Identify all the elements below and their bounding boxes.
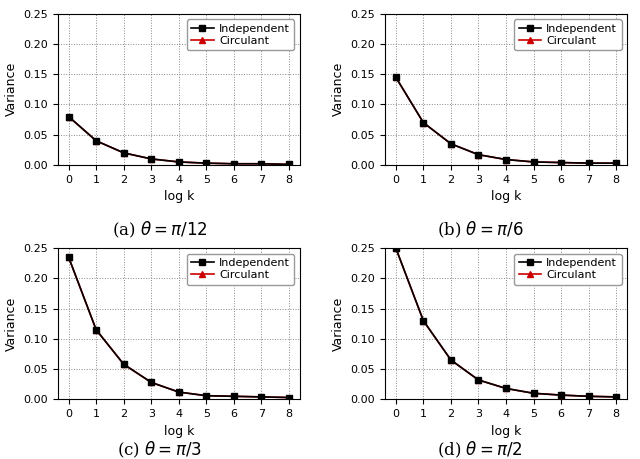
Circulant [612, 394, 620, 400]
Independent [530, 391, 538, 396]
Line: Independent: Independent [393, 74, 619, 166]
Legend: Independent, Circulant: Independent, Circulant [187, 254, 294, 285]
Text: (a) $\theta = \pi/12$: (a) $\theta = \pi/12$ [112, 219, 208, 240]
Circulant [502, 386, 510, 391]
Circulant [447, 141, 455, 146]
Independent [585, 160, 593, 166]
Legend: Independent, Circulant: Independent, Circulant [187, 19, 294, 50]
Independent [475, 152, 483, 157]
X-axis label: log k: log k [491, 425, 521, 437]
Independent [475, 377, 483, 383]
Circulant [230, 393, 237, 399]
Independent [65, 254, 72, 260]
Circulant [475, 377, 483, 383]
Circulant [65, 114, 72, 119]
Independent [392, 74, 399, 80]
Independent [392, 246, 399, 251]
Circulant [420, 120, 428, 125]
Circulant [92, 327, 100, 332]
Independent [92, 327, 100, 332]
Legend: Independent, Circulant: Independent, Circulant [514, 254, 621, 285]
Legend: Independent, Circulant: Independent, Circulant [514, 19, 621, 50]
Circulant [65, 254, 72, 260]
Independent [557, 392, 565, 398]
Circulant [502, 157, 510, 162]
Line: Circulant: Circulant [393, 74, 619, 166]
Circulant [257, 161, 265, 167]
Circulant [120, 150, 127, 156]
Line: Independent: Independent [66, 254, 292, 400]
Line: Circulant: Circulant [66, 254, 292, 400]
Y-axis label: Variance: Variance [332, 297, 345, 351]
Circulant [202, 393, 210, 398]
Independent [612, 394, 620, 400]
Circulant [392, 74, 399, 80]
X-axis label: log k: log k [164, 190, 194, 203]
Independent [147, 380, 155, 385]
Independent [257, 394, 265, 400]
Independent [257, 161, 265, 167]
Circulant [285, 162, 293, 167]
Independent [202, 393, 210, 398]
Independent [230, 393, 237, 399]
Y-axis label: Variance: Variance [332, 62, 345, 117]
Independent [612, 160, 620, 166]
Independent [502, 386, 510, 391]
Independent [175, 389, 182, 395]
Circulant [475, 152, 483, 157]
X-axis label: log k: log k [491, 190, 521, 203]
Independent [420, 318, 428, 324]
Circulant [230, 161, 237, 167]
Circulant [392, 246, 399, 251]
Independent [120, 362, 127, 367]
Circulant [557, 160, 565, 165]
Independent [65, 114, 72, 119]
X-axis label: log k: log k [164, 425, 194, 437]
Independent [285, 162, 293, 167]
Circulant [585, 160, 593, 166]
Independent [447, 357, 455, 363]
Independent [502, 157, 510, 162]
Circulant [285, 395, 293, 400]
Independent [175, 159, 182, 165]
Independent [420, 120, 428, 125]
Independent [557, 160, 565, 165]
Y-axis label: Variance: Variance [4, 297, 17, 351]
Line: Circulant: Circulant [393, 246, 619, 400]
Circulant [420, 318, 428, 324]
Independent [92, 138, 100, 144]
Circulant [530, 391, 538, 396]
Line: Independent: Independent [393, 246, 619, 400]
Y-axis label: Variance: Variance [4, 62, 17, 117]
Text: (b) $\theta = \pi/6$: (b) $\theta = \pi/6$ [436, 219, 524, 240]
Circulant [612, 160, 620, 166]
Independent [447, 141, 455, 146]
Circulant [257, 394, 265, 400]
Circulant [202, 160, 210, 166]
Independent [530, 159, 538, 165]
Circulant [530, 159, 538, 165]
Circulant [92, 138, 100, 144]
Circulant [175, 159, 182, 165]
Independent [202, 160, 210, 166]
Circulant [447, 357, 455, 363]
Line: Independent: Independent [66, 114, 292, 167]
Circulant [557, 392, 565, 398]
Circulant [175, 389, 182, 395]
Independent [120, 150, 127, 156]
Circulant [120, 362, 127, 367]
Text: (c) $\theta = \pi/3$: (c) $\theta = \pi/3$ [118, 440, 202, 459]
Independent [285, 395, 293, 400]
Circulant [585, 393, 593, 399]
Text: (d) $\theta = \pi/2$: (d) $\theta = \pi/2$ [437, 440, 523, 459]
Circulant [147, 156, 155, 162]
Line: Circulant: Circulant [66, 114, 292, 167]
Independent [147, 156, 155, 162]
Independent [230, 161, 237, 167]
Circulant [147, 380, 155, 385]
Independent [585, 393, 593, 399]
